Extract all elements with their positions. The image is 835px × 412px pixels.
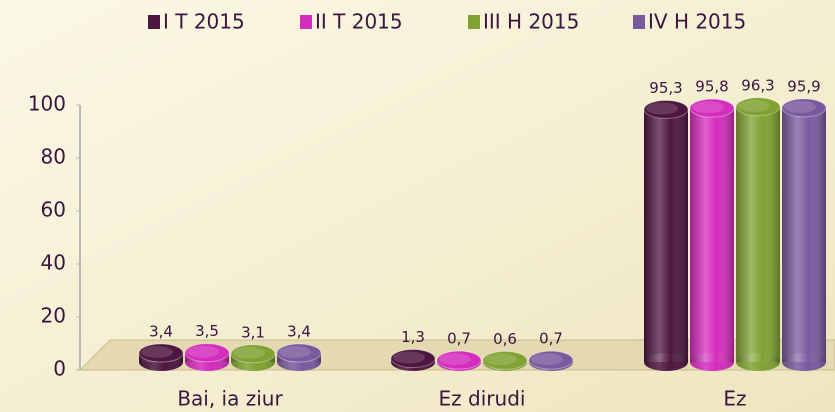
- legend-label: II T 2015: [315, 10, 403, 34]
- data-label: 3,1: [241, 323, 265, 341]
- data-label: 1,3: [401, 328, 425, 346]
- bar: [528, 350, 574, 371]
- bar: [230, 344, 276, 371]
- bar: [184, 343, 230, 371]
- bar: [643, 99, 689, 371]
- x-tick-label: Bai, ia ziur: [177, 387, 283, 411]
- y-tick-label: 0: [53, 357, 66, 381]
- legend-swatch: [468, 15, 480, 29]
- data-label: 3,5: [195, 322, 219, 340]
- legend-label: I T 2015: [163, 10, 245, 34]
- data-label: 0,7: [447, 330, 471, 348]
- y-tick-label: 100: [28, 92, 66, 116]
- data-label: 3,4: [149, 322, 173, 340]
- data-label: 95,8: [695, 78, 728, 96]
- bar: [482, 350, 528, 371]
- bar: [276, 343, 322, 371]
- bar: [735, 97, 781, 371]
- y-tick-label: 40: [41, 251, 66, 275]
- legend-label: III H 2015: [483, 10, 579, 34]
- data-label: 0,7: [539, 330, 563, 348]
- legend-swatch: [148, 15, 160, 29]
- y-tick-label: 80: [41, 145, 66, 169]
- y-tick-label: 20: [41, 304, 66, 328]
- data-label: 3,4: [287, 322, 311, 340]
- bar: [689, 98, 735, 371]
- bar: [781, 98, 827, 371]
- data-label: 96,3: [741, 76, 774, 94]
- legend-swatch: [633, 15, 645, 29]
- legend-swatch: [300, 15, 312, 29]
- data-label: 95,3: [649, 79, 682, 97]
- bar: [390, 349, 436, 371]
- data-label: 95,9: [787, 77, 820, 95]
- x-tick-label: Ez: [723, 387, 746, 411]
- bar: [436, 350, 482, 371]
- x-tick-label: Ez dirudi: [439, 387, 526, 411]
- legend-label: IV H 2015: [648, 10, 746, 34]
- y-tick-label: 60: [41, 198, 66, 222]
- data-label: 0,6: [493, 330, 517, 348]
- bar: [138, 343, 184, 371]
